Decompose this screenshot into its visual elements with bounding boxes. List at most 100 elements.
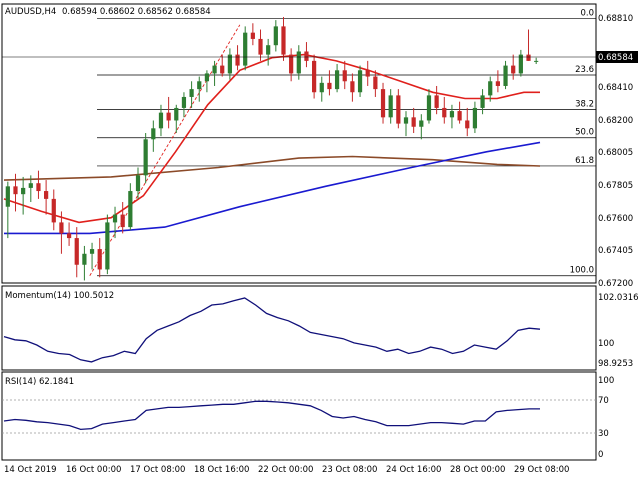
candle-body[interactable]	[465, 120, 470, 129]
time-tick: 18 Oct 16:00	[194, 465, 249, 475]
candle-body[interactable]	[472, 107, 478, 129]
candle-body[interactable]	[373, 76, 378, 90]
fib-trend-line[interactable]	[89, 24, 241, 276]
candle-body[interactable]	[480, 95, 485, 108]
candle-body[interactable]	[289, 54, 294, 74]
candle-body[interactable]	[189, 89, 194, 97]
price-panel[interactable]	[1, 3, 597, 284]
candle-body[interactable]	[227, 54, 232, 74]
candle-body[interactable]	[21, 187, 26, 195]
momentum-label: Momentum(14) 100.5012	[5, 291, 114, 301]
candle-body[interactable]	[350, 81, 355, 93]
candle-body[interactable]	[44, 191, 49, 199]
time-tick: 16 Oct 00:00	[66, 465, 121, 475]
candle-body[interactable]	[380, 89, 386, 118]
sma-slow-line	[3, 155, 541, 181]
candle-body[interactable]	[135, 175, 141, 192]
momentum-line	[3, 297, 541, 363]
momentum-axis: 102.0316 100 98.9253	[598, 293, 639, 369]
candle-body[interactable]	[181, 96, 187, 108]
candle-body[interactable]	[105, 222, 110, 270]
price-tick: 0.68810	[598, 14, 633, 24]
candle-body[interactable]	[36, 183, 41, 192]
candle-body[interactable]	[243, 32, 248, 66]
candle-body[interactable]	[457, 111, 462, 121]
time-axis: 14 Oct 2019 16 Oct 00:00 17 Oct 08:00 18…	[4, 465, 569, 475]
rsi-panel[interactable]	[1, 371, 597, 461]
time-tick: 17 Oct 08:00	[130, 465, 185, 475]
rsi-axis: 100 70 30 0	[598, 376, 614, 460]
candle-body[interactable]	[151, 128, 156, 140]
candle-body[interactable]	[304, 51, 309, 61]
candle-body[interactable]	[312, 60, 317, 93]
time-tick: 23 Oct 08:00	[322, 465, 377, 475]
sma-fast-line	[3, 53, 540, 224]
sma-mid-line	[4, 141, 541, 235]
price-tick: 0.68200	[598, 116, 633, 126]
candle-body[interactable]	[28, 183, 33, 188]
candle-body[interactable]	[426, 95, 432, 121]
candle-body[interactable]	[212, 65, 217, 74]
time-tick: 14 Oct 2019	[4, 465, 57, 475]
candle-body[interactable]	[97, 249, 102, 270]
candle-body[interactable]	[143, 139, 148, 176]
candle-body[interactable]	[59, 222, 64, 234]
candle-body[interactable]	[449, 111, 455, 118]
candle-body[interactable]	[319, 82, 324, 93]
candle-body[interactable]	[128, 191, 133, 228]
momentum-panel[interactable]	[1, 285, 597, 371]
candle-body[interactable]	[174, 107, 179, 121]
candle-body[interactable]	[526, 54, 531, 61]
candle-body[interactable]	[66, 233, 72, 239]
candle-body[interactable]	[434, 95, 439, 108]
candle-body[interactable]	[488, 81, 493, 96]
candle-body[interactable]	[158, 112, 164, 129]
candle-body[interactable]	[89, 249, 95, 254]
candle-body[interactable]	[419, 120, 424, 127]
rsi-tick: 100	[598, 376, 614, 386]
candle-body[interactable]	[220, 65, 225, 74]
candle-body[interactable]	[250, 32, 255, 39]
candle-body[interactable]	[273, 26, 278, 46]
candle-body[interactable]	[120, 214, 125, 228]
candle-body[interactable]	[342, 70, 347, 82]
price-axis: 0.68810 0.68410 0.68200 0.68005 0.67805 …	[598, 14, 633, 289]
candle-body[interactable]	[534, 60, 539, 62]
candle-body[interactable]	[112, 214, 118, 223]
candle-body[interactable]	[511, 65, 516, 74]
candle-body[interactable]	[388, 95, 393, 118]
price-tick: 0.67600	[598, 214, 633, 224]
candle-body[interactable]	[495, 81, 500, 86]
rsi-label: RSI(14) 62.1841	[5, 377, 74, 387]
time-tick: 22 Oct 00:00	[258, 465, 313, 475]
candle-body[interactable]	[13, 186, 18, 195]
candle-body[interactable]	[403, 117, 409, 124]
rsi-tick: 70	[598, 396, 609, 406]
candle-body[interactable]	[258, 38, 263, 55]
fib-level-label: 38.2	[575, 100, 594, 110]
candle-body[interactable]	[357, 70, 363, 93]
candle-body[interactable]	[74, 238, 79, 265]
candle-body[interactable]	[281, 26, 286, 55]
candle-body[interactable]	[204, 73, 210, 82]
candle-body[interactable]	[442, 107, 447, 118]
candle-body[interactable]	[396, 95, 401, 124]
candle-body[interactable]	[197, 81, 202, 90]
candle-body[interactable]	[327, 82, 332, 90]
candle-body[interactable]	[365, 70, 370, 77]
candle-body[interactable]	[266, 45, 271, 55]
candle-body[interactable]	[5, 186, 10, 207]
candle-body[interactable]	[503, 65, 508, 86]
momentum-tick: 100	[598, 339, 614, 349]
candle-body[interactable]	[166, 112, 171, 121]
candle-body[interactable]	[235, 54, 240, 66]
candle-body[interactable]	[82, 253, 87, 265]
candle-body[interactable]	[51, 198, 56, 223]
candle-body[interactable]	[518, 54, 523, 74]
candle-body[interactable]	[296, 51, 301, 74]
candle-body[interactable]	[334, 70, 340, 90]
candlesticks[interactable]	[5, 16, 539, 281]
time-tick: 28 Oct 00:00	[450, 465, 505, 475]
candle-body[interactable]	[411, 117, 416, 127]
